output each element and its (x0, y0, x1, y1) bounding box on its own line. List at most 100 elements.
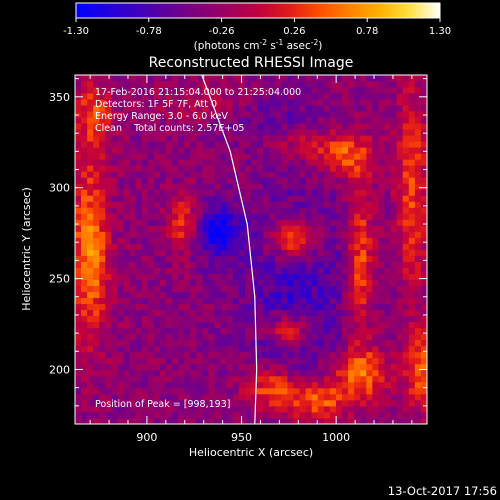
heatmap-cell (275, 165, 282, 172)
heatmap-cell (354, 261, 361, 268)
heatmap-cell (87, 171, 94, 178)
heatmap-cell (293, 219, 300, 226)
heatmap-cell (99, 207, 106, 214)
heatmap-cell (396, 75, 404, 82)
heatmap-cell (226, 303, 234, 311)
heatmap-cell (402, 225, 410, 232)
heatmap-cell (99, 327, 106, 335)
heatmap-cell (354, 381, 361, 389)
heatmap-cell (408, 351, 416, 359)
heatmap-cell (414, 363, 422, 371)
heatmap-cell (232, 393, 240, 401)
heatmap-cell (287, 333, 294, 341)
heatmap-cell (420, 237, 427, 244)
heatmap-cell (117, 93, 124, 100)
heatmap-cell (226, 417, 234, 424)
heatmap-cell (202, 411, 209, 419)
heatmap-cell (184, 405, 191, 413)
heatmap-cell (263, 171, 270, 178)
heatmap-cell (196, 81, 203, 88)
heatmap-cell (329, 405, 337, 413)
heatmap-cell (87, 297, 94, 305)
heatmap-cell (159, 153, 167, 160)
heatmap-cell (317, 195, 325, 202)
heatmap-cell (178, 105, 185, 112)
heatmap-cell (81, 237, 88, 244)
heatmap-cell (147, 135, 155, 142)
heatmap-cell (263, 99, 270, 106)
heatmap-cell (220, 273, 228, 280)
heatmap-cell (342, 255, 349, 262)
heatmap-cell (111, 225, 118, 232)
heatmap-cell (420, 201, 427, 208)
heatmap-cell (420, 273, 427, 280)
heatmap-cell (335, 303, 343, 311)
heatmap-cell (141, 183, 149, 190)
heatmap-cell (208, 291, 215, 299)
heatmap-cell (129, 135, 137, 142)
heatmap-cell (190, 99, 197, 106)
heatmap-cell (232, 387, 240, 395)
heatmap-cell (378, 87, 385, 94)
heatmap-cell (93, 273, 100, 280)
heatmap-cell (263, 219, 270, 226)
heatmap-cell (420, 255, 427, 262)
heatmap-cell (172, 267, 179, 274)
heatmap-cell (378, 297, 385, 305)
heatmap-cell (287, 183, 294, 190)
heatmap-cell (220, 345, 228, 353)
heatmap-cell (232, 315, 240, 323)
heatmap-cell (123, 135, 131, 142)
heatmap-cell (311, 333, 319, 341)
heatmap-cell (129, 153, 137, 160)
heatmap-cell (238, 153, 246, 160)
heatmap-cell (420, 159, 427, 166)
heatmap-cell (402, 93, 410, 100)
heatmap-cell (293, 393, 300, 401)
heatmap-cell (202, 117, 209, 124)
heatmap-cell (190, 207, 197, 214)
heatmap-cell (329, 369, 337, 377)
heatmap-cell (323, 225, 331, 232)
heatmap-cell (360, 159, 367, 166)
heatmap-cell (281, 393, 288, 401)
heatmap-cell (99, 159, 106, 166)
heatmap-cell (196, 303, 203, 311)
heatmap-cell (141, 327, 149, 335)
heatmap-cell (238, 219, 246, 226)
heatmap-cell (111, 315, 118, 323)
heatmap-cell (172, 159, 179, 166)
heatmap-cell (408, 195, 416, 202)
heatmap-cell (360, 201, 367, 208)
heatmap-cell (299, 111, 307, 118)
heatmap-cell (166, 189, 173, 196)
heatmap-cell (275, 171, 282, 178)
heatmap-cell (93, 207, 100, 214)
heatmap-cell (129, 279, 137, 287)
heatmap-cell (93, 189, 100, 196)
heatmap-cell (190, 243, 197, 250)
heatmap-cell (275, 99, 282, 106)
heatmap-cell (75, 393, 82, 401)
heatmap-cell (348, 255, 355, 262)
heatmap-cell (153, 315, 161, 323)
heatmap-cell (275, 327, 282, 335)
heatmap-cell (87, 165, 94, 172)
heatmap-cell (147, 177, 155, 184)
heatmap-cell (93, 303, 100, 311)
heatmap-cell (135, 171, 143, 178)
heatmap-cell (208, 135, 215, 142)
heatmap-cell (390, 213, 398, 220)
heatmap-cell (172, 279, 179, 287)
heatmap-cell (311, 381, 319, 389)
heatmap-cell (366, 405, 373, 413)
heatmap-cell (396, 381, 404, 389)
heatmap-cell (384, 285, 391, 293)
heatmap-cell (311, 99, 319, 106)
heatmap-cell (220, 339, 228, 347)
heatmap-cell (87, 219, 94, 226)
heatmap-cell (342, 189, 349, 196)
heatmap-cell (384, 153, 391, 160)
heatmap-cell (293, 345, 300, 353)
heatmap-cell (269, 261, 276, 268)
